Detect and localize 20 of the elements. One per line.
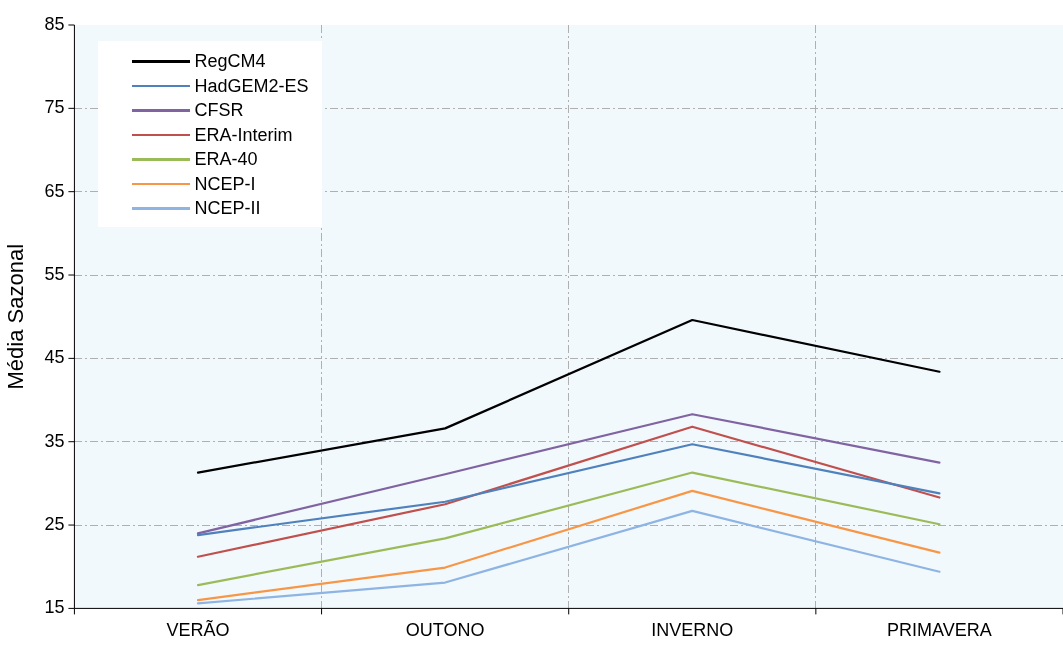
legend-label: CFSR bbox=[194, 99, 244, 122]
legend-label: ERA-Interim bbox=[194, 123, 293, 147]
x-tick-label: INVERNO bbox=[651, 620, 734, 641]
y-tick-label: 25 bbox=[44, 514, 65, 535]
legend-label: ERA-40 bbox=[194, 148, 258, 171]
x-tick-label: OUTONO bbox=[405, 620, 485, 641]
y-tick-label: 75 bbox=[44, 97, 65, 118]
y-tick-label: 15 bbox=[44, 597, 65, 618]
y-tick-label: 35 bbox=[44, 430, 65, 451]
y-tick-label: 45 bbox=[44, 347, 65, 368]
y-tick-label: 55 bbox=[44, 264, 65, 284]
legend-label: RegCM4 bbox=[194, 50, 266, 73]
legend-label: NCEP-II bbox=[194, 197, 261, 220]
y-tick-label: 85 bbox=[44, 13, 65, 34]
y-axis-title: Média Sazonal bbox=[3, 243, 29, 390]
y-tick-label: 65 bbox=[44, 180, 65, 201]
x-tick-label: PRIMAVERA bbox=[887, 620, 992, 641]
x-tick-label: VERÃO bbox=[166, 619, 230, 641]
legend-label: HadGEM2-ES bbox=[194, 74, 309, 98]
legend-label: NCEP-I bbox=[194, 172, 256, 196]
